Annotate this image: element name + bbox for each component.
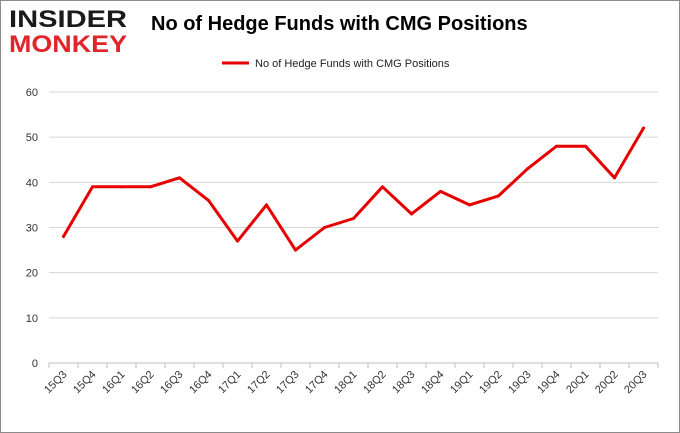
data-point bbox=[323, 226, 326, 229]
data-point bbox=[526, 167, 529, 171]
data-point bbox=[555, 144, 558, 148]
y-tick-label: 50 bbox=[26, 132, 38, 144]
logo-insider-text: INSIDER bbox=[9, 6, 127, 33]
x-tick-label: 19Q3 bbox=[506, 369, 534, 397]
data-point bbox=[439, 189, 442, 193]
data-point bbox=[352, 216, 355, 220]
y-tick-label: 30 bbox=[26, 223, 38, 235]
x-tick-label: 15Q4 bbox=[71, 369, 99, 397]
data-point bbox=[584, 144, 587, 148]
x-tick-label: 18Q3 bbox=[390, 369, 418, 397]
x-tick-label: 16Q3 bbox=[158, 369, 186, 397]
data-point bbox=[178, 176, 181, 180]
data-point bbox=[381, 185, 384, 189]
data-point bbox=[62, 235, 65, 239]
y-tick-label: 0 bbox=[32, 358, 38, 370]
data-point bbox=[468, 203, 471, 207]
data-point bbox=[294, 248, 297, 252]
y-tick-label: 60 bbox=[26, 87, 38, 99]
y-tick-label: 10 bbox=[26, 313, 38, 325]
data-point bbox=[207, 198, 210, 202]
x-tick-label: 16Q1 bbox=[100, 369, 128, 397]
data-point bbox=[410, 212, 413, 216]
chart-title: No of Hedge Funds with CMG Positions bbox=[151, 13, 528, 35]
x-tick-label: 19Q2 bbox=[477, 369, 505, 397]
x-tick-label: 20Q1 bbox=[564, 369, 592, 397]
y-tick-label: 40 bbox=[26, 177, 38, 189]
x-tick-label: 19Q1 bbox=[448, 369, 476, 397]
x-tick-label: 15Q3 bbox=[42, 369, 70, 397]
x-tick-label: 20Q2 bbox=[593, 369, 621, 397]
x-tick-label: 16Q2 bbox=[129, 369, 157, 397]
data-point bbox=[613, 176, 616, 180]
data-point bbox=[120, 185, 123, 189]
x-tick-label: 17Q4 bbox=[303, 369, 331, 397]
insider-monkey-logo: INSIDER MONKEY bbox=[9, 6, 127, 55]
data-point bbox=[91, 185, 94, 189]
x-tick-label: 17Q3 bbox=[274, 369, 302, 397]
logo-monkey-text: MONKEY bbox=[9, 31, 127, 55]
data-point bbox=[642, 126, 645, 130]
data-point bbox=[497, 194, 500, 198]
legend-label: No of Hedge Funds with CMG Positions bbox=[255, 58, 450, 70]
x-tick-label: 18Q2 bbox=[361, 369, 389, 397]
x-tick-label: 19Q4 bbox=[535, 369, 563, 397]
x-tick-label: 16Q4 bbox=[187, 369, 215, 397]
data-point bbox=[149, 185, 152, 189]
data-point bbox=[236, 239, 239, 243]
y-tick-label: 20 bbox=[26, 268, 38, 280]
data-point bbox=[265, 203, 268, 207]
x-tick-label: 18Q1 bbox=[332, 369, 360, 397]
x-tick-label: 18Q4 bbox=[419, 369, 447, 397]
x-tick-label: 17Q2 bbox=[245, 369, 273, 397]
x-tick-label: 20Q3 bbox=[622, 369, 650, 397]
x-tick-label: 17Q1 bbox=[216, 369, 244, 397]
